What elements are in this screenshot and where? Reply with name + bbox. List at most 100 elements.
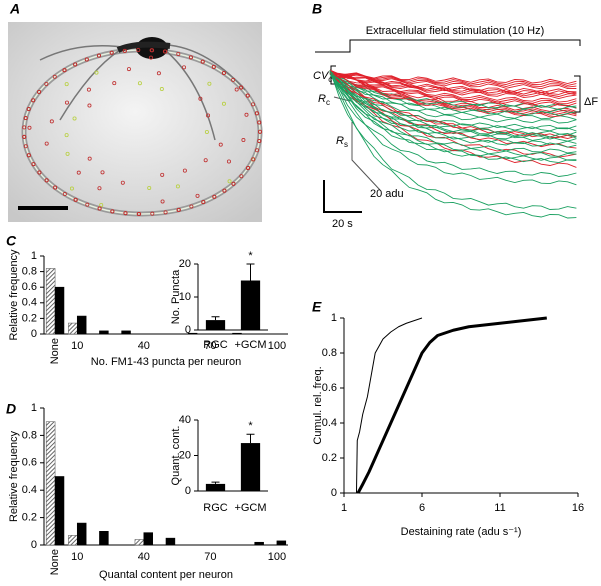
puncta-dot: [137, 81, 142, 86]
annotation: *: [248, 420, 253, 432]
trace: [329, 70, 577, 88]
puncta-dot: [110, 209, 115, 214]
puncta-dot: [97, 186, 102, 191]
puncta-dot: [231, 181, 236, 186]
trace: [329, 70, 577, 132]
rc-label: Rc: [318, 93, 330, 107]
puncta-dot: [175, 184, 180, 189]
puncta-dot: [72, 116, 77, 121]
puncta-dot: [257, 129, 262, 134]
y-axis-label: Relative frequency: [8, 430, 20, 522]
trace: [329, 71, 577, 140]
puncta-dot: [156, 71, 161, 76]
traces-panel: Extracellular field stimulation (10 Hz) …: [313, 25, 598, 230]
puncta-dot: [23, 116, 28, 121]
puncta-dot: [112, 81, 117, 86]
puncta-dot: [150, 211, 155, 216]
puncta-dot: [64, 82, 69, 87]
x-axis-label: No. FM1-43 puncta per neuron: [91, 356, 241, 368]
puncta-dot: [85, 202, 90, 207]
puncta-dot: [189, 204, 194, 209]
puncta-dot: [109, 50, 114, 55]
bar: [121, 330, 131, 335]
x-tick-label: 100: [268, 551, 286, 563]
puncta-dot: [149, 48, 154, 53]
trace: [329, 73, 577, 99]
panel-label: D: [6, 401, 16, 417]
y-tick-label: 1: [31, 250, 37, 262]
trace: [329, 69, 577, 108]
micrograph: [8, 22, 263, 222]
bar: [54, 476, 65, 546]
puncta-dot: [94, 70, 99, 75]
puncta-dot: [73, 62, 78, 67]
bar: [99, 330, 109, 335]
puncta-dot: [31, 162, 36, 167]
trace: [329, 73, 577, 177]
puncta-dot: [163, 210, 168, 215]
trace: [329, 73, 577, 164]
trace: [329, 72, 577, 124]
puncta-dot: [182, 168, 187, 173]
x-tick-label: None: [49, 338, 61, 364]
delta-f-label: ΔF: [584, 96, 598, 108]
y-axis-label: Cumul. rel. freq.: [312, 366, 324, 444]
trace: [329, 73, 577, 110]
bar: [205, 483, 226, 491]
bar: [254, 541, 264, 546]
x-tick-label: RGC: [203, 502, 228, 514]
puncta-dot: [195, 193, 200, 198]
x-axis-label: Destaining rate (adu s⁻¹): [401, 526, 522, 538]
puncta-dot: [73, 197, 78, 202]
puncta-dot: [257, 120, 262, 125]
rc-text: R: [318, 93, 326, 105]
trace: [329, 70, 577, 84]
stimulus-label: Extracellular field stimulation (10 Hz): [366, 25, 545, 37]
panel-label: B: [312, 1, 322, 17]
bar: [76, 522, 87, 546]
x-tick-label: 70: [204, 340, 216, 352]
puncta-dot: [245, 93, 250, 98]
puncta-dot: [221, 101, 226, 106]
puncta-dot: [37, 89, 42, 94]
y-tick-label: 0.6: [22, 281, 37, 293]
puncta-dot: [201, 200, 206, 205]
puncta-dot: [244, 112, 249, 117]
x-tick-label: 10: [71, 551, 83, 563]
x-axis-label: Quantal content per neuron: [99, 569, 233, 581]
puncta-dot: [64, 100, 69, 105]
puncta-dot: [120, 180, 125, 185]
puncta-dot: [221, 70, 226, 75]
puncta-dot: [176, 207, 181, 212]
x-tick-label: 6: [419, 502, 425, 514]
bar: [165, 537, 176, 546]
error-bar: [211, 481, 220, 484]
puncta-dot: [160, 199, 165, 204]
line-series: [356, 316, 547, 494]
puncta-dot: [27, 125, 32, 130]
puncta-dot: [246, 165, 251, 170]
puncta-dot: [222, 188, 227, 193]
puncta-dot: [76, 170, 81, 175]
bar: [240, 443, 261, 491]
trace: [329, 69, 577, 96]
trace: [329, 73, 577, 210]
trace: [329, 72, 577, 105]
trace: [329, 71, 577, 139]
puncta-dot: [26, 153, 31, 158]
puncta-dot: [37, 170, 42, 175]
trace: [329, 69, 577, 121]
trace: [329, 70, 577, 86]
trace: [329, 69, 577, 149]
trace: [329, 69, 577, 90]
puncta-dot: [241, 138, 246, 143]
y-tick-label: 0.4: [322, 417, 337, 429]
x-tick-label: 1: [341, 502, 347, 514]
trace: [329, 73, 577, 116]
trace: [329, 71, 577, 114]
bar: [54, 286, 65, 335]
x-tick-label: RGC: [203, 339, 228, 351]
bar: [68, 535, 78, 546]
puncta-dot: [188, 55, 193, 60]
